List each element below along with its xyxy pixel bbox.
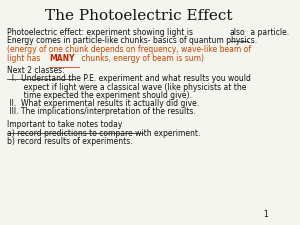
Text: MANY: MANY: [49, 54, 75, 63]
Text: Energy comes in particle-like chunks- basics of quantum physics.: Energy comes in particle-like chunks- ba…: [7, 36, 257, 45]
Text: b) record results of experiments.: b) record results of experiments.: [7, 137, 133, 146]
Text: time expected the experiment should give).: time expected the experiment should give…: [7, 91, 192, 100]
Text: a) record predictions to compare with experiment.: a) record predictions to compare with ex…: [7, 128, 200, 137]
Text: Photoelectric effect: experiment showing light is: Photoelectric effect: experiment showing…: [7, 28, 195, 37]
Text: III. The implications/interpretation of the results.: III. The implications/interpretation of …: [7, 107, 196, 116]
Text: expect if light were a classical wave (like physicists at the: expect if light were a classical wave (l…: [7, 83, 246, 92]
Text: II.  What experimental results it actually did give.: II. What experimental results it actuall…: [7, 99, 199, 108]
Text: also: also: [230, 28, 245, 37]
Text: 1: 1: [263, 210, 268, 219]
Text: I.  Understand the P.E. experiment and what results you would: I. Understand the P.E. experiment and wh…: [7, 74, 251, 83]
Text: (energy of one chunk depends on frequency, wave-like beam of: (energy of one chunk depends on frequenc…: [7, 45, 251, 54]
Text: chunks, energy of beam is sum): chunks, energy of beam is sum): [79, 54, 204, 63]
Text: Next 2 classes:: Next 2 classes:: [7, 66, 64, 75]
Text: Important to take notes today: Important to take notes today: [7, 120, 122, 129]
Text: The Photoelectric Effect: The Photoelectric Effect: [45, 9, 232, 23]
Text: a particle.: a particle.: [248, 28, 289, 37]
Text: light has: light has: [7, 54, 43, 63]
